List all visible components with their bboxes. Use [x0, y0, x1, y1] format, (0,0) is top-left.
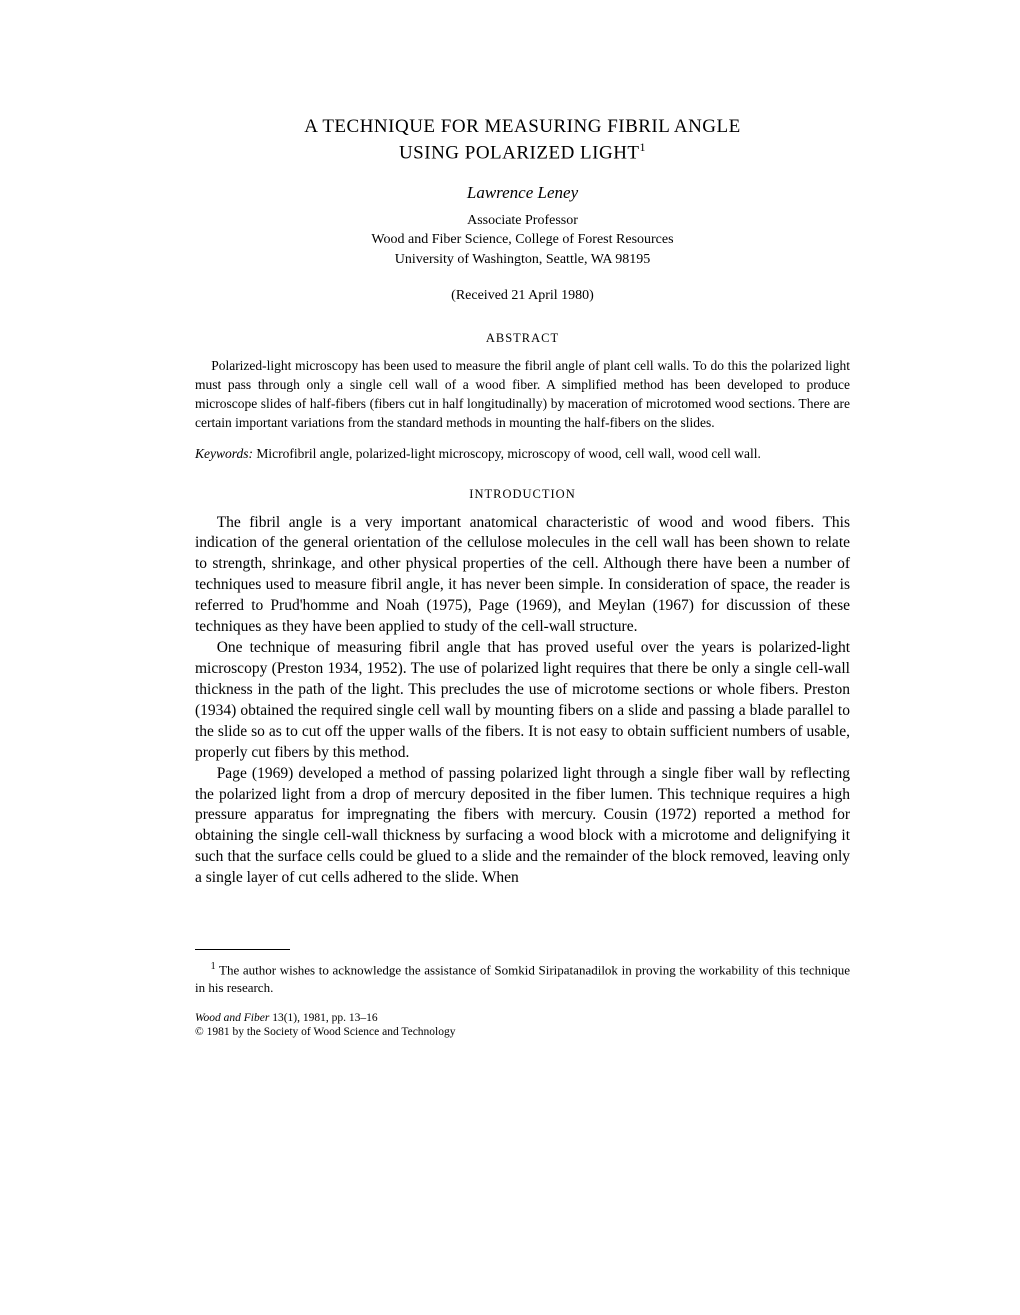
affiliation-line2: Wood and Fiber Science, College of Fores… [371, 232, 673, 247]
introduction-heading: INTRODUCTION [195, 486, 850, 503]
copyright: © 1981 by the Society of Wood Science an… [195, 1026, 456, 1038]
journal-name: Wood and Fiber [195, 1012, 269, 1024]
title-footnote-marker: 1 [640, 140, 647, 154]
journal-citation: 13(1), 1981, pp. 13–16 [269, 1012, 377, 1024]
keywords-label: Keywords: [195, 446, 253, 461]
footnote: 1 The author wishes to acknowledge the a… [195, 960, 850, 996]
journal-info: Wood and Fiber 13(1), 1981, pp. 13–16 © … [195, 1011, 850, 1041]
affiliation-line3: University of Washington, Seattle, WA 98… [395, 252, 650, 267]
introduction-p3: Page (1969) developed a method of passin… [195, 764, 850, 890]
title-line1: A TECHNIQUE FOR MEASURING FIBRIL ANGLE [304, 116, 741, 137]
abstract-text: Polarized-light microscopy has been used… [195, 357, 850, 433]
keywords-text: Microfibril angle, polarized-light micro… [253, 446, 761, 461]
title-line2: USING POLARIZED LIGHT [399, 142, 640, 163]
introduction-p2: One technique of measuring fibril angle … [195, 638, 850, 764]
footnote-rule [195, 949, 290, 950]
keywords: Keywords: Microfibril angle, polarized-l… [195, 445, 850, 464]
abstract-heading: ABSTRACT [195, 330, 850, 347]
affiliation: Associate Professor Wood and Fiber Scien… [195, 211, 850, 270]
author: Lawrence Leney [195, 182, 850, 205]
paper-title: A TECHNIQUE FOR MEASURING FIBRIL ANGLE U… [195, 115, 850, 166]
footnote-text: The author wishes to acknowledge the ass… [195, 962, 850, 995]
affiliation-line1: Associate Professor [467, 213, 578, 228]
received-date: (Received 21 April 1980) [195, 287, 850, 306]
introduction-p1: The fibril angle is a very important ana… [195, 513, 850, 639]
